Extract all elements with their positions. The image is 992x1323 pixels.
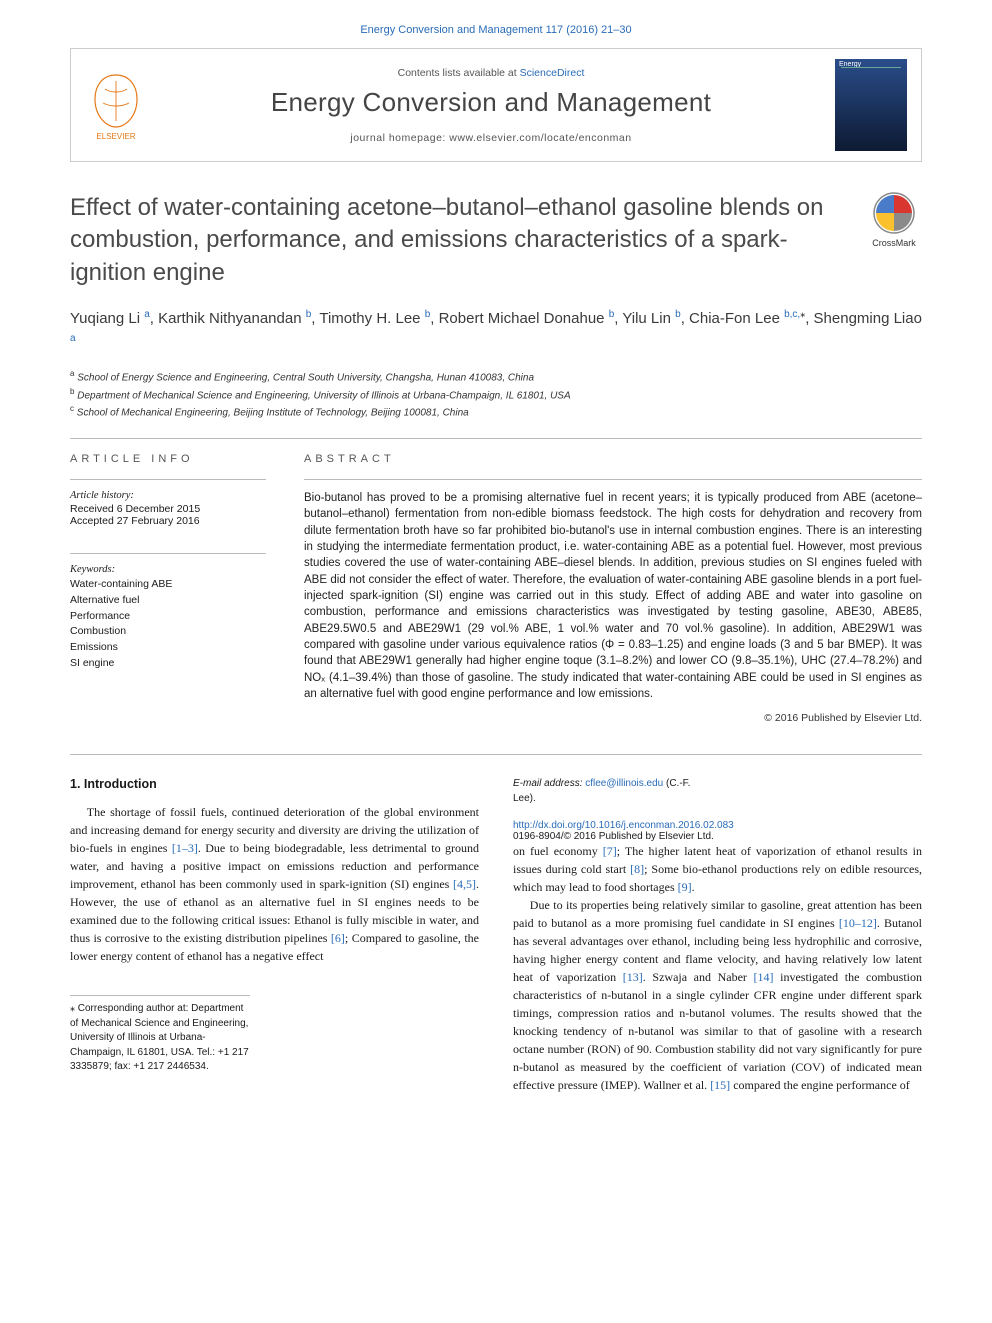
homepage-url: www.elsevier.com/locate/enconman [449, 132, 631, 144]
keyword: Performance [70, 609, 266, 625]
cover-title: Energy [835, 59, 907, 70]
doi-block: http://dx.doi.org/10.1016/j.enconman.201… [513, 820, 922, 842]
homepage-label: journal homepage: [350, 132, 449, 144]
crossmark-icon [873, 192, 915, 234]
body-para: Due to its properties being relatively s… [513, 896, 922, 1094]
author-list: Yuqiang Li a, Karthik Nithyanandan b, Ti… [70, 307, 922, 354]
crossmark-badge[interactable]: CrossMark [866, 192, 922, 248]
abstract-text: Bio-butanol has proved to be a promising… [304, 490, 922, 702]
affiliation-list: a School of Energy Science and Engineeri… [70, 368, 922, 420]
divider [70, 438, 922, 439]
corresponding-text: ⁎ Corresponding author at: Department of… [70, 1002, 250, 1075]
journal-name: Energy Conversion and Management [165, 87, 817, 118]
body-columns: 1. Introduction The shortage of fossil f… [70, 777, 922, 1094]
article-info-heading: ARTICLE INFO [70, 453, 266, 465]
issn-line: 0196-8904/© 2016 Published by Elsevier L… [513, 831, 714, 842]
body-para: The shortage of fossil fuels, continued … [70, 803, 479, 965]
abstract-heading: ABSTRACT [304, 453, 922, 465]
history-head: Article history: [70, 490, 266, 501]
keyword: Alternative fuel [70, 593, 266, 609]
keyword: Emissions [70, 640, 266, 656]
history-accepted: Accepted 27 February 2016 [70, 515, 266, 527]
keyword: Water-containing ABE [70, 577, 266, 593]
svg-text:ELSEVIER: ELSEVIER [96, 132, 135, 141]
body-para: on fuel economy [7]; The higher latent h… [513, 842, 922, 896]
contents-prefix: Contents lists available at [398, 67, 520, 79]
keywords-head: Keywords: [70, 553, 266, 575]
sciencedirect-link[interactable]: ScienceDirect [520, 67, 585, 79]
top-citation: Energy Conversion and Management 117 (20… [70, 24, 922, 36]
article-title: Effect of water-containing acetone–butan… [70, 192, 846, 289]
keyword: Combustion [70, 624, 266, 640]
abstract-block: ABSTRACT Bio-butanol has proved to be a … [304, 453, 922, 724]
email-label: E-mail address: [513, 778, 585, 789]
elsevier-logo-icon: ELSEVIER [85, 69, 147, 141]
journal-cover-thumb: Energy [835, 59, 907, 151]
contents-line: Contents lists available at ScienceDirec… [165, 67, 817, 79]
keyword: SI engine [70, 656, 266, 672]
section-heading-intro: 1. Introduction [70, 777, 479, 791]
article-info-block: ARTICLE INFO Article history: Received 6… [70, 453, 266, 724]
doi-link[interactable]: http://dx.doi.org/10.1016/j.enconman.201… [513, 820, 734, 831]
copyright-line: © 2016 Published by Elsevier Ltd. [304, 712, 922, 724]
homepage-line: journal homepage: www.elsevier.com/locat… [165, 132, 817, 144]
journal-header: ELSEVIER Contents lists available at Sci… [70, 48, 922, 162]
crossmark-label: CrossMark [872, 238, 916, 248]
corresponding-email-link[interactable]: cflee@illinois.edu [585, 778, 663, 789]
divider [70, 754, 922, 755]
history-received: Received 6 December 2015 [70, 503, 266, 515]
